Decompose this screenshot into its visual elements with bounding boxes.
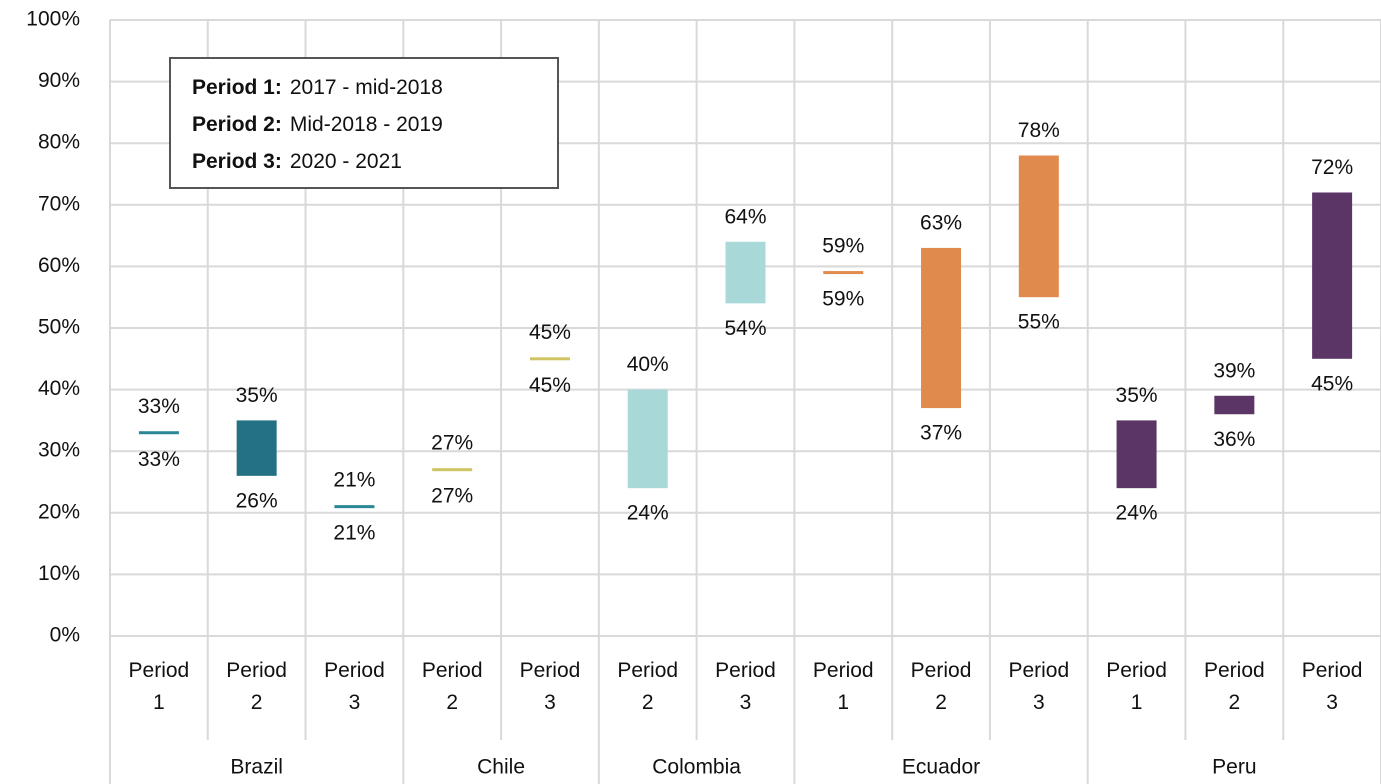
legend-text: 2020 - 2021 (290, 150, 402, 173)
bar (529, 357, 570, 361)
group-label: Colombia (652, 756, 741, 779)
bar (1312, 192, 1353, 359)
low-label: 54% (724, 317, 766, 340)
high-label: 40% (627, 353, 669, 376)
low-label: 27% (431, 485, 473, 508)
category-label: Period 1 (1106, 659, 1167, 714)
low-label: 24% (627, 502, 669, 525)
group-label: Ecuador (902, 756, 980, 779)
y-tick-label: 20% (38, 500, 80, 523)
bar (725, 241, 766, 304)
high-label: 78% (1018, 119, 1060, 142)
bar (138, 431, 179, 435)
y-tick-label: 70% (38, 192, 80, 215)
category-label: Period 2 (617, 659, 679, 714)
bar (1214, 395, 1255, 415)
category-label: Period 3 (519, 659, 581, 714)
legend-label: Period 3: (192, 150, 282, 173)
low-label: 21% (333, 522, 375, 545)
low-label: 24% (1116, 502, 1158, 525)
group-label: Brazil (230, 756, 283, 779)
bar (432, 468, 473, 472)
low-label: 36% (1213, 428, 1255, 451)
low-label: 45% (1311, 372, 1353, 395)
y-tick-label: 50% (38, 316, 80, 339)
legend-label: Period 1: (192, 76, 282, 99)
low-label: 33% (138, 448, 180, 471)
legend-text: Mid-2018 - 2019 (290, 113, 443, 136)
category-label: Period 1 (128, 659, 190, 714)
category-label: Period 2 (421, 659, 483, 714)
y-tick-label: 80% (38, 131, 80, 154)
bar (236, 420, 277, 476)
y-tick-label: 90% (38, 69, 80, 92)
low-label: 45% (529, 374, 571, 397)
low-label: 59% (822, 288, 864, 311)
category-label: Period 2 (226, 659, 287, 714)
high-label: 39% (1213, 359, 1255, 382)
high-label: 72% (1311, 156, 1353, 179)
high-label: 35% (1116, 384, 1158, 407)
high-label: 59% (822, 235, 864, 258)
legend-entry: Period 3: 2020 - 2021 (192, 150, 402, 173)
category-label: Period 3 (1301, 659, 1363, 714)
high-label: 64% (724, 205, 766, 228)
low-label: 37% (920, 422, 962, 445)
bar (921, 247, 962, 409)
category-label: Period 3 (1008, 659, 1070, 714)
category-label: Period 3 (324, 659, 385, 714)
legend-label: Period 2: (192, 113, 282, 136)
group-label: Peru (1212, 756, 1256, 779)
bar (1018, 155, 1059, 298)
bar (334, 505, 375, 509)
y-tick-label: 60% (38, 254, 80, 277)
category-label: Period 2 (910, 659, 972, 714)
y-tick-label: 30% (38, 439, 80, 462)
category-label: Period 1 (812, 659, 874, 714)
category-label: Period 3 (715, 659, 776, 714)
high-label: 45% (529, 321, 571, 344)
legend-box (169, 57, 559, 189)
bar (823, 271, 864, 275)
legend-entry: Period 2: Mid-2018 - 2019 (192, 113, 443, 136)
high-label: 33% (138, 395, 180, 418)
bar (1116, 420, 1157, 489)
low-label: 55% (1018, 311, 1060, 334)
high-label: 35% (236, 384, 278, 407)
low-label: 26% (236, 489, 278, 512)
high-label: 63% (920, 211, 962, 234)
category-label: Period 2 (1203, 659, 1265, 714)
y-tick-label: 40% (38, 377, 80, 400)
bar (627, 389, 668, 489)
y-tick-label: 0% (50, 624, 80, 647)
legend-entry: Period 1: 2017 - mid-2018 (192, 76, 443, 99)
high-label: 21% (333, 469, 375, 492)
group-label: Chile (477, 756, 525, 779)
y-tick-label: 100% (26, 8, 80, 31)
high-label: 27% (431, 432, 473, 455)
y-tick-label: 10% (38, 562, 80, 585)
legend-text: 2017 - mid-2018 (290, 76, 443, 99)
